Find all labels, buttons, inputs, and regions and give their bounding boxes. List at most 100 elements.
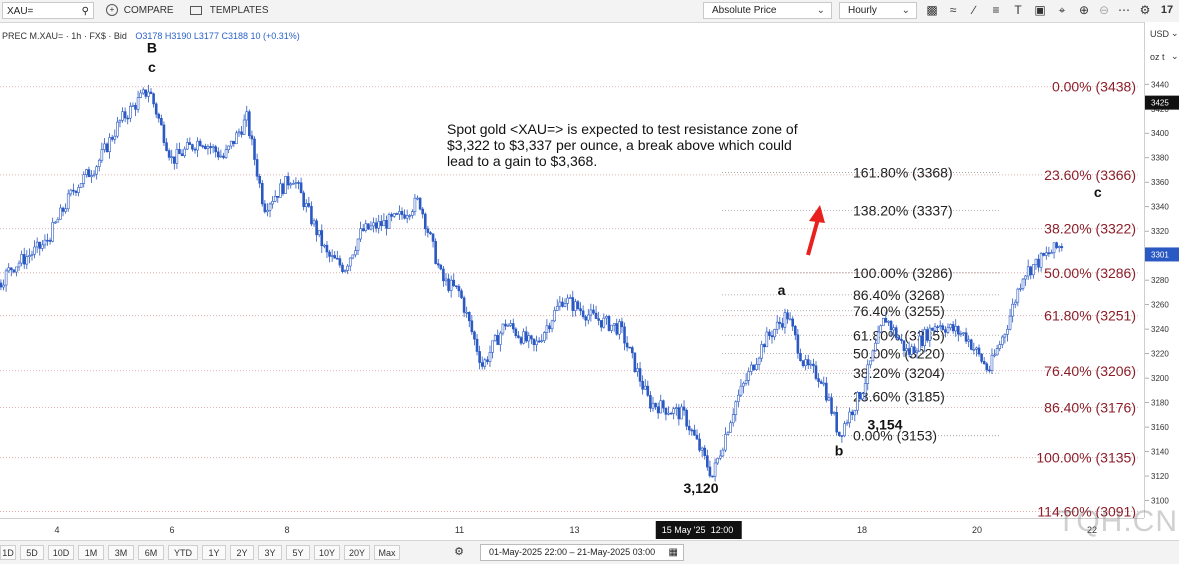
period-button-6m[interactable]: 6M (138, 545, 164, 560)
candle (79, 183, 83, 188)
fib-retracement-label: 61.80% (3251) (1044, 308, 1136, 324)
candle (540, 340, 544, 342)
search-icon[interactable]: ⚲ (81, 6, 89, 17)
period-button-1m[interactable]: 1M (78, 545, 104, 560)
chevron-down-icon: ⌄ (1171, 51, 1179, 61)
settings-gear-icon[interactable]: ⚙ (454, 546, 464, 558)
period-button-3y[interactable]: 3Y (258, 545, 282, 560)
candle (801, 360, 805, 367)
period-button-5y[interactable]: 5Y (286, 545, 310, 560)
date-range-picker[interactable]: 01-May-2025 22:00 – 21-May-2025 03:00 ▦ (480, 544, 684, 561)
trend-line-icon[interactable]: ∕ (972, 3, 975, 17)
period-button-ytd[interactable]: YTD (168, 545, 198, 560)
calendar-icon: ▦ (668, 547, 678, 558)
candle (630, 347, 634, 354)
candle (594, 312, 598, 319)
candle (667, 412, 670, 415)
candle (449, 279, 453, 291)
candle (1013, 301, 1017, 305)
interval-dropdown[interactable]: Hourly ⌄ (839, 2, 917, 19)
candle (235, 132, 238, 145)
price-axis[interactable]: 3440342034003380336033403320330032803260… (1144, 22, 1179, 518)
candle (545, 325, 549, 333)
price-chart[interactable]: 0.00% (3438) 23.60% (3366) 38.20% (3322) 50… (0, 22, 1144, 518)
candle (1032, 264, 1035, 276)
candle (806, 359, 810, 366)
candle (167, 150, 171, 158)
candle (214, 146, 217, 153)
candle (972, 349, 976, 351)
candle (830, 397, 833, 414)
zoom-in-icon[interactable]: ⊕ (1078, 3, 1090, 17)
price-tick-label: 3340 (1151, 203, 1169, 212)
period-button-10y[interactable]: 10Y (314, 545, 340, 560)
price-tick-label: 3220 (1151, 350, 1169, 359)
candle (845, 422, 849, 425)
period-button-20y[interactable]: 20Y (344, 545, 370, 560)
candle (690, 429, 694, 432)
gear-icon[interactable]: ⚙ (1139, 3, 1151, 17)
candle (959, 333, 963, 335)
candle (390, 214, 393, 217)
candle (837, 431, 841, 436)
candle (165, 142, 168, 151)
candle (599, 320, 603, 328)
candle (760, 344, 763, 359)
templates-button[interactable]: TEMPLATES (190, 2, 269, 19)
wave-label: 3,120 (683, 480, 718, 496)
candle (237, 131, 241, 134)
candle (431, 233, 435, 242)
candle (442, 268, 445, 282)
symbol-input[interactable]: XAU= ⚲ (2, 2, 94, 19)
candle (643, 385, 647, 390)
compare-button[interactable]: + COMPARE (106, 2, 174, 19)
candle (292, 183, 295, 185)
candle (248, 111, 251, 137)
candlestick-icon[interactable]: ▩ (926, 3, 938, 17)
price-type-dropdown[interactable]: Absolute Price ⌄ (703, 2, 832, 19)
legend-ric: PREC M.XAU= (2, 31, 64, 41)
candle (444, 278, 448, 282)
period-button-3m[interactable]: 3M (108, 545, 134, 560)
candle (392, 213, 396, 217)
candle (894, 327, 898, 338)
candle (677, 407, 681, 420)
candle (884, 317, 888, 323)
period-button-1y[interactable]: 1Y (202, 545, 226, 560)
candle (957, 326, 960, 335)
shape-tool-icon[interactable]: ▣ (1034, 3, 1046, 17)
period-button-10d[interactable]: 10D (48, 545, 74, 560)
candle (527, 335, 531, 342)
candle (356, 238, 360, 251)
fib-projection-label: 86.40% (3268) (853, 287, 945, 303)
indicator-icon[interactable]: ≈ (949, 3, 957, 17)
candle (1047, 252, 1051, 255)
candle (92, 173, 96, 176)
candle (198, 140, 202, 147)
candle (778, 321, 782, 324)
fib-retracement-label: 100.00% (3135) (1036, 450, 1136, 466)
period-button-5d[interactable]: 5D (20, 545, 44, 560)
period-button-2y[interactable]: 2Y (230, 545, 254, 560)
candle (553, 310, 556, 322)
candle (17, 262, 21, 268)
candle (571, 297, 575, 311)
text-tool-icon[interactable]: T (1014, 3, 1022, 17)
period-button-1d[interactable]: 1D (0, 545, 16, 560)
fib-projection-label: 161.80% (3368) (853, 164, 953, 180)
candle (832, 412, 836, 414)
zoom-out-icon[interactable]: ⊖ (1098, 3, 1110, 17)
time-tick-label: 20 (972, 525, 982, 535)
candle (496, 335, 500, 345)
folder-icon (190, 5, 202, 15)
candle (799, 352, 802, 361)
period-button-max[interactable]: Max (374, 545, 400, 560)
more-options-icon[interactable]: ⋯ (1118, 3, 1130, 17)
candle (152, 93, 155, 105)
horizontal-lines-icon[interactable]: ≡ (992, 3, 1000, 17)
analysis-note: Spot gold <XAU=> is expected to test res… (447, 121, 798, 169)
measure-icon[interactable]: ⌖ (1058, 3, 1066, 17)
candle (493, 335, 497, 342)
candle (589, 309, 593, 316)
